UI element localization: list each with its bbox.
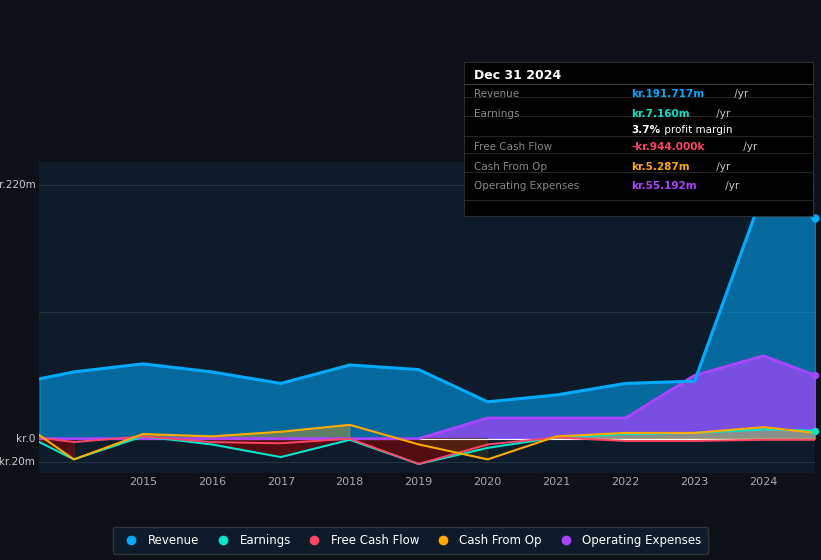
Text: kr.0: kr.0 (16, 433, 35, 444)
Text: /yr: /yr (740, 142, 757, 152)
Text: -kr.944.000k: -kr.944.000k (631, 142, 705, 152)
Text: 3.7%: 3.7% (631, 125, 660, 135)
Text: /yr: /yr (731, 89, 748, 99)
Point (809, 371, 821, 380)
Text: profit margin: profit margin (661, 125, 732, 135)
Text: /yr: /yr (722, 181, 740, 191)
Point (809, 213, 821, 222)
Text: Free Cash Flow: Free Cash Flow (475, 142, 553, 152)
Text: kr.5.287m: kr.5.287m (631, 162, 690, 172)
Text: Cash From Op: Cash From Op (475, 162, 548, 172)
Text: /yr: /yr (713, 162, 731, 172)
Text: Earnings: Earnings (475, 109, 520, 119)
Text: /yr: /yr (713, 109, 731, 119)
Text: kr.7.160m: kr.7.160m (631, 109, 690, 119)
Text: kr.55.192m: kr.55.192m (631, 181, 697, 191)
Text: Dec 31 2024: Dec 31 2024 (475, 68, 562, 82)
Text: kr.220m: kr.220m (0, 180, 35, 190)
Text: Operating Expenses: Operating Expenses (475, 181, 580, 191)
Text: kr.191.717m: kr.191.717m (631, 89, 704, 99)
Legend: Revenue, Earnings, Free Cash Flow, Cash From Op, Operating Expenses: Revenue, Earnings, Free Cash Flow, Cash … (112, 527, 709, 554)
Text: Revenue: Revenue (475, 89, 520, 99)
Text: -kr.20m: -kr.20m (0, 457, 35, 466)
Point (809, 426, 821, 435)
